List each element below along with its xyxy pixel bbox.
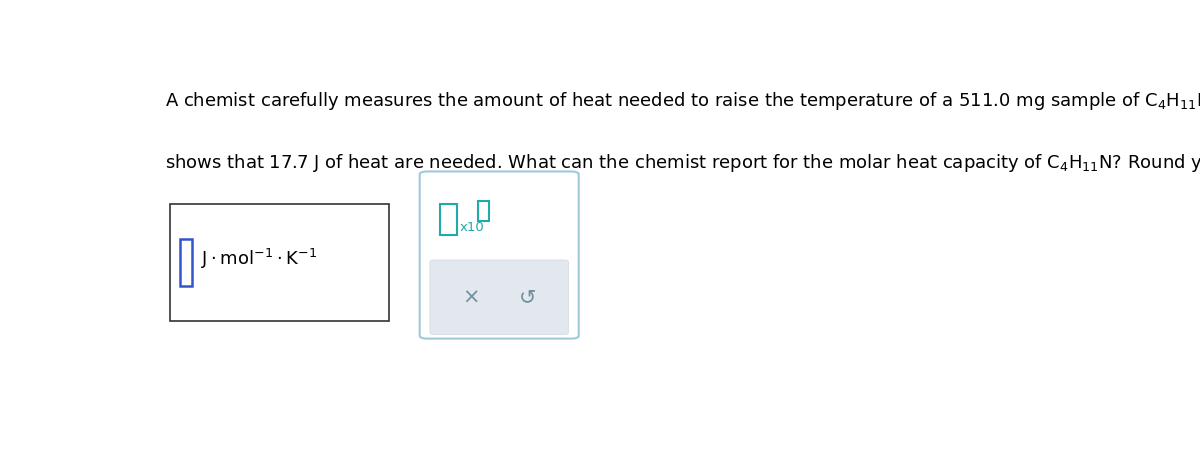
FancyBboxPatch shape — [420, 171, 578, 338]
Bar — [479, 201, 488, 221]
FancyBboxPatch shape — [430, 260, 569, 335]
Text: $\mathregular{J \cdot mol^{-1} \cdot K^{-1}}$: $\mathregular{J \cdot mol^{-1} \cdot K^{… — [202, 247, 317, 271]
Bar — [440, 204, 457, 235]
Text: ↺: ↺ — [518, 287, 536, 307]
Bar — [170, 204, 389, 321]
Text: shows that 17.7 J of heat are needed. What can the chemist report for the molar : shows that 17.7 J of heat are needed. Wh… — [164, 152, 1200, 174]
Text: x10: x10 — [460, 221, 485, 234]
Text: A chemist carefully measures the amount of heat needed to raise the temperature : A chemist carefully measures the amount … — [164, 90, 1200, 112]
Bar — [180, 238, 192, 286]
Text: ×: × — [462, 287, 480, 307]
